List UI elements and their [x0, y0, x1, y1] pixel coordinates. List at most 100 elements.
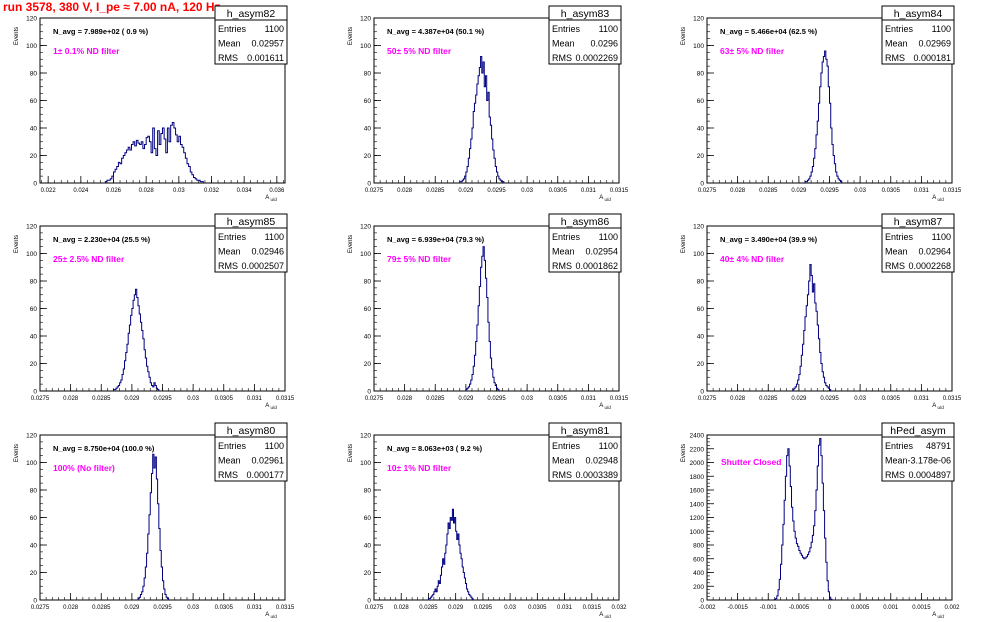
- filter-label: 25± 2.5% ND filter: [53, 254, 125, 264]
- y-tick-label: 40: [364, 334, 372, 341]
- y-tick-label: 100: [26, 460, 37, 467]
- y-tick-label: 80: [697, 71, 705, 78]
- histogram-series: [459, 56, 505, 183]
- x-tick-label: 0.0275: [698, 396, 717, 402]
- x-tick-label: -0.0005: [789, 605, 810, 611]
- x-tick-label: 0.028: [63, 396, 79, 402]
- y-axis-title: Events: [681, 235, 687, 253]
- y-tick-label: 0: [700, 389, 704, 396]
- stats-title: h_asym87: [894, 216, 943, 228]
- y-tick-label: 600: [693, 556, 704, 563]
- y-tick-label: 2200: [690, 446, 705, 453]
- y-tick-label: 20: [30, 153, 38, 160]
- x-axis-title-sub: u/d: [603, 405, 611, 410]
- stats-mean-label: Mean: [218, 456, 241, 466]
- histogram-series: [773, 437, 833, 601]
- x-tick-label: 0.028: [394, 605, 410, 611]
- filter-label: 63± 5% ND filter: [720, 46, 785, 56]
- y-tick-label: 20: [364, 153, 372, 160]
- y-tick-label: 60: [697, 306, 705, 313]
- y-tick-label: 40: [364, 126, 372, 133]
- y-tick-label: 80: [30, 71, 38, 78]
- x-tick-label: 0.0305: [528, 605, 547, 611]
- stats-entries-value: 1100: [265, 24, 284, 34]
- y-tick-label: 0: [367, 181, 371, 188]
- stats-mean-value: 0.02964: [918, 247, 951, 257]
- stats-box: [548, 213, 622, 273]
- stats-rms-value: 0.0002268: [908, 261, 951, 271]
- y-tick-label: 60: [697, 98, 705, 105]
- filter-label: 50± 5% ND filter: [387, 46, 452, 56]
- histogram-series: [113, 288, 160, 391]
- x-tick-label: 0.028: [730, 188, 746, 194]
- histogram-series: [792, 264, 832, 391]
- y-tick-label: 0: [33, 389, 37, 396]
- stats-rms-label: RMS: [552, 470, 572, 480]
- x-axis-title-sub: u/d: [936, 614, 944, 619]
- y-tick-label: 120: [693, 16, 704, 23]
- y-tick-label: 120: [360, 433, 371, 440]
- x-tick-label: 0.029: [458, 188, 474, 194]
- stats-entries-value: 1100: [265, 441, 284, 451]
- stats-entries-label: Entries: [218, 441, 247, 451]
- stats-rms-label: RMS: [885, 261, 905, 271]
- x-tick-label: 0.028: [63, 605, 79, 611]
- y-tick-label: 80: [697, 279, 705, 286]
- y-tick-label: 40: [30, 334, 38, 341]
- x-tick-label: 0.0285: [92, 605, 111, 611]
- stats-entries-value: 1100: [599, 24, 618, 34]
- stats-rms-value: 0.0003389: [575, 470, 618, 480]
- stats-rms-label: RMS: [885, 470, 905, 480]
- x-axis-title-sub: u/d: [936, 197, 944, 202]
- x-tick-label: 0.03: [854, 396, 866, 402]
- stats-entries-value: 1100: [599, 441, 618, 451]
- x-tick-label: -0.001: [760, 605, 778, 611]
- y-tick-label: 120: [26, 224, 37, 231]
- y-tick-label: 20: [364, 570, 372, 577]
- pad-h_asym84: 0 20 40 60 80 100 120 0.0275 0.028 0.0285 0.029 0.0…: [681, 5, 962, 202]
- x-tick-label: 0.029: [448, 605, 464, 611]
- stats-title: hPed_asym: [890, 425, 946, 437]
- stats-mean-value: 0.02948: [585, 456, 618, 466]
- x-tick-label: 0.028: [397, 396, 413, 402]
- x-axis-title: A u/d: [932, 612, 944, 619]
- stats-mean-label: Mean: [218, 247, 241, 257]
- y-tick-label: 100: [360, 251, 371, 258]
- x-tick-label: 0.0285: [419, 605, 438, 611]
- stats-mean-value: -3.178e-06: [907, 456, 951, 466]
- x-tick-label: -0.0015: [727, 605, 748, 611]
- stats-box: [214, 213, 288, 273]
- y-tick-label: 2000: [690, 460, 705, 467]
- x-tick-label: 0.031: [914, 396, 930, 402]
- x-tick-label: 0.03: [187, 396, 199, 402]
- filter-label: Shutter Closed: [721, 457, 781, 467]
- y-tick-label: 60: [30, 515, 38, 522]
- y-tick-label: 60: [364, 306, 372, 313]
- pad-h_asym82: 0 20 40 60 80 100 120 0.022 0.024 0.026 0.028 0.03 0…: [14, 5, 288, 202]
- histogram-series: [465, 246, 500, 391]
- x-axis-title: A u/d: [265, 612, 277, 619]
- stats-box: [214, 5, 288, 65]
- run-title: run 3578, 380 V, I_pe ≈ 7.00 nA, 120 Hz: [3, 0, 221, 14]
- x-tick-label: 0.001: [883, 605, 899, 611]
- stats-rms-value: 0.000177: [246, 470, 284, 480]
- y-tick-label: 20: [697, 153, 705, 160]
- x-axis-title-main: A: [932, 403, 936, 409]
- y-tick-label: 0: [367, 389, 371, 396]
- stats-mean-value: 0.02969: [918, 39, 951, 49]
- stats-rms-label: RMS: [552, 261, 572, 271]
- y-tick-label: 1800: [690, 474, 705, 481]
- histogram-series: [427, 508, 474, 600]
- stats-entries-value: 1100: [932, 232, 951, 242]
- stats-mean-label: Mean: [885, 39, 908, 49]
- x-tick-label: 0.0295: [487, 396, 506, 402]
- x-tick-label: 0.0315: [943, 396, 962, 402]
- pad-hPed_asym: 0 200 400 600 800 1000 1200 1400 1600 1800 2000 220…: [681, 422, 960, 619]
- x-tick-label: 0.0295: [153, 396, 172, 402]
- x-tick-label: 0.0305: [549, 188, 568, 194]
- x-tick-label: 0.002: [944, 605, 960, 611]
- x-tick-label: 0.0285: [759, 188, 778, 194]
- stats-rms-value: 0.000181: [913, 53, 951, 63]
- x-axis-title: A u/d: [599, 403, 611, 410]
- stats-title: h_asym82: [227, 8, 276, 20]
